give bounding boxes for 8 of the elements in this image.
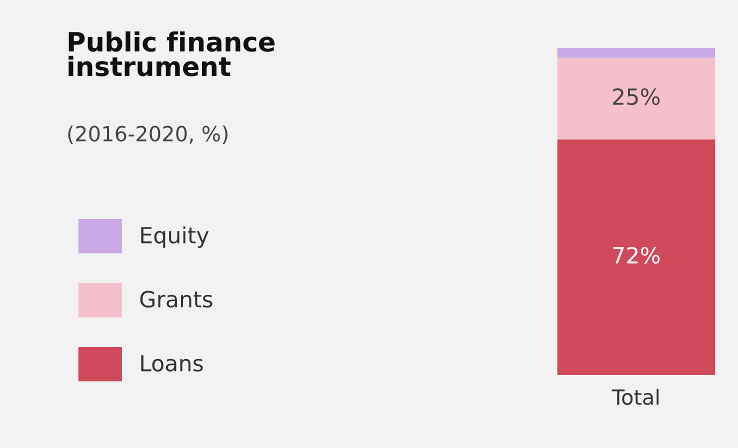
legend-label: Equity xyxy=(141,226,209,248)
legend-label: Loans xyxy=(141,355,203,372)
x-tick-label: Total xyxy=(612,388,659,405)
legend-label: Grants xyxy=(140,290,212,308)
data-label: 72% xyxy=(613,246,660,264)
text: (2016-2020, %) xyxy=(68,125,228,144)
data-label: 25% xyxy=(613,88,660,106)
text: Public finance instrument xyxy=(68,31,275,76)
